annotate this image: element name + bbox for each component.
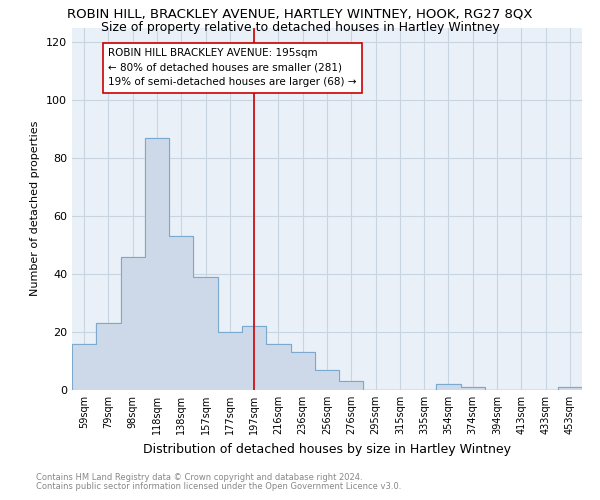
X-axis label: Distribution of detached houses by size in Hartley Wintney: Distribution of detached houses by size … (143, 442, 511, 456)
Text: Contains public sector information licensed under the Open Government Licence v3: Contains public sector information licen… (36, 482, 401, 491)
Text: Size of property relative to detached houses in Hartley Wintney: Size of property relative to detached ho… (101, 21, 499, 34)
Text: ROBIN HILL, BRACKLEY AVENUE, HARTLEY WINTNEY, HOOK, RG27 8QX: ROBIN HILL, BRACKLEY AVENUE, HARTLEY WIN… (67, 8, 533, 20)
Text: Contains HM Land Registry data © Crown copyright and database right 2024.: Contains HM Land Registry data © Crown c… (36, 472, 362, 482)
Y-axis label: Number of detached properties: Number of detached properties (31, 121, 40, 296)
Polygon shape (72, 138, 582, 390)
Text: ROBIN HILL BRACKLEY AVENUE: 195sqm
← 80% of detached houses are smaller (281)
19: ROBIN HILL BRACKLEY AVENUE: 195sqm ← 80%… (109, 48, 357, 88)
